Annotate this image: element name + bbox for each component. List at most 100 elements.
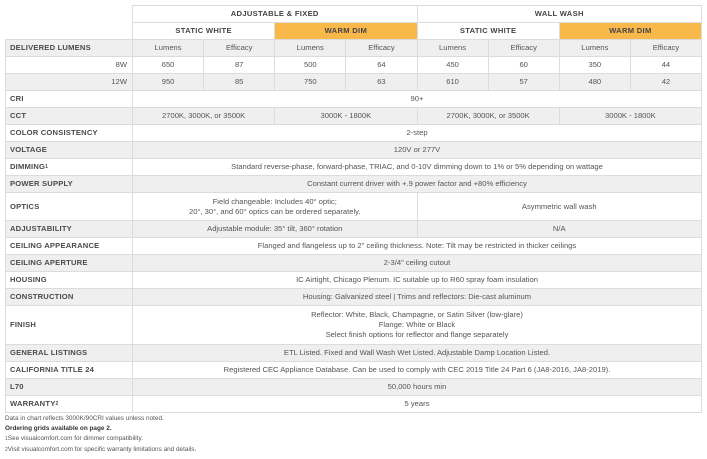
footnote-1: 1See visualcomfort.com for dimmer compat… bbox=[5, 434, 196, 444]
row-label: CALIFORNIA TITLE 24 bbox=[5, 361, 133, 379]
construction-value: Housing: Galvanized steel | Trims and re… bbox=[132, 288, 702, 306]
footnote-text: See visualcomfort.com for dimmer compati… bbox=[7, 435, 143, 443]
footnote-2: 2Visit visualcomfort.com for specific wa… bbox=[5, 445, 196, 455]
optics-line: 20°, 30°, and 60° optics can be ordered … bbox=[188, 206, 361, 216]
footnote-mark: 1 bbox=[45, 164, 49, 170]
row-label: WARRANTY2 bbox=[5, 395, 133, 413]
row-label: FINISH bbox=[5, 305, 133, 345]
row-label: DIMMING1 bbox=[5, 158, 133, 176]
value-cell: 60 bbox=[487, 56, 560, 74]
group-adjustable-fixed: ADJUSTABLE & FIXED bbox=[132, 5, 418, 23]
warranty-value: 5 years bbox=[132, 395, 702, 413]
col-lumens: Lumens bbox=[274, 39, 347, 57]
footnote-mark: 1 bbox=[5, 436, 8, 443]
lumens-row-8w: 8W 650 87 500 64 450 60 350 44 bbox=[5, 56, 703, 74]
adjustable-warm-dim: WARM DIM bbox=[274, 22, 418, 40]
row-label: CCT bbox=[5, 107, 133, 125]
finish-line: Select finish options for reflector and … bbox=[325, 330, 509, 339]
value-cell: 450 bbox=[416, 56, 489, 74]
cri-row: CRI 90+ bbox=[5, 90, 702, 108]
finish-value: Reflector: White, Black, Champagne, or S… bbox=[132, 305, 702, 345]
cct-row: CCT 2700K, 3000K, or 3500K 3000K - 1800K… bbox=[5, 107, 703, 125]
value-cell: 750 bbox=[274, 73, 347, 91]
row-label: GENERAL LISTINGS bbox=[5, 344, 133, 362]
wattage: 12W bbox=[5, 73, 133, 91]
general-listings-row: GENERAL LISTINGS ETL Listed. Fixed and W… bbox=[5, 344, 702, 362]
row-label: POWER SUPPLY bbox=[5, 175, 133, 193]
cct-wallwash-static: 2700K, 3000K, or 3500K bbox=[416, 107, 560, 125]
row-label: CEILING APERTURE bbox=[5, 254, 133, 272]
finish-line: Reflector: White, Black, Champagne, or S… bbox=[311, 310, 523, 319]
adjustability-wallwash: N/A bbox=[416, 220, 702, 238]
delivered-lumens-row: DELIVERED LUMENS Lumens Efficacy Lumens … bbox=[5, 39, 703, 57]
wallwash-static-white: STATIC WHITE bbox=[416, 22, 560, 40]
value-cell: 44 bbox=[629, 56, 703, 74]
footnotes: Data in chart reflects 3000K/90CRI value… bbox=[5, 414, 196, 455]
value-cell: 42 bbox=[629, 73, 703, 91]
voltage-value: 120V or 277V bbox=[132, 141, 702, 159]
col-lumens: Lumens bbox=[416, 39, 489, 57]
footnote-mark: 2 bbox=[55, 401, 59, 407]
value-cell: 650 bbox=[131, 56, 205, 74]
col-efficacy: Efficacy bbox=[487, 39, 560, 57]
row-label: DELIVERED LUMENS bbox=[5, 39, 133, 57]
ceiling-appearance-value: Flanged and flangeless up to 2" ceiling … bbox=[132, 237, 702, 255]
ceiling-aperture-row: CEILING APERTURE 2-3/4" ceiling cutout bbox=[5, 254, 702, 272]
row-label: HOUSING bbox=[5, 271, 133, 289]
value-cell: 87 bbox=[203, 56, 276, 74]
row-label: OPTICS bbox=[5, 192, 133, 221]
color-consistency-row: COLOR CONSISTENCY 2-step bbox=[5, 124, 702, 142]
l70-row: L70 50,000 hours min bbox=[5, 378, 702, 396]
col-efficacy: Efficacy bbox=[203, 39, 276, 57]
cct-adjustable-warm: 3000K - 1800K bbox=[274, 107, 418, 125]
value-cell: 480 bbox=[558, 73, 631, 91]
california-title-24-row: CALIFORNIA TITLE 24 Registered CEC Appli… bbox=[5, 361, 702, 379]
cct-wallwash-warm: 3000K - 1800K bbox=[558, 107, 703, 125]
wallwash-warm-dim: WARM DIM bbox=[558, 22, 703, 40]
adjustable-static-white: STATIC WHITE bbox=[131, 22, 276, 40]
general-listings-value: ETL Listed. Fixed and Wall Wash Wet List… bbox=[132, 344, 702, 362]
col-lumens: Lumens bbox=[558, 39, 631, 57]
dimming-label: DIMMING bbox=[10, 162, 46, 171]
lumens-row-12w: 12W 950 85 750 63 610 57 480 42 bbox=[5, 73, 703, 91]
ceiling-appearance-row: CEILING APPEARANCE Flanged and flangeles… bbox=[5, 237, 702, 255]
finish-line: Flange: White or Black bbox=[378, 320, 456, 329]
optics-wallwash: Asymmetric wall wash bbox=[416, 192, 702, 221]
ceiling-aperture-value: 2-3/4" ceiling cutout bbox=[132, 254, 702, 272]
housing-value: IC Airtight, Chicago Plenum. IC suitable… bbox=[132, 271, 702, 289]
power-supply-value: Constant current driver with +.9 power f… bbox=[132, 175, 702, 193]
housing-row: HOUSING IC Airtight, Chicago Plenum. IC … bbox=[5, 271, 702, 289]
adjustability-adjustable: Adjustable module: 35° tilt, 360° rotati… bbox=[132, 220, 418, 238]
value-cell: 64 bbox=[345, 56, 418, 74]
row-label: ADJUSTABILITY bbox=[5, 220, 133, 238]
dimming-row: DIMMING1 Standard reverse-phase, forward… bbox=[5, 158, 702, 176]
value-cell: 610 bbox=[416, 73, 489, 91]
col-lumens: Lumens bbox=[131, 39, 205, 57]
value-cell: 500 bbox=[274, 56, 347, 74]
power-supply-row: POWER SUPPLY Constant current driver wit… bbox=[5, 175, 702, 193]
optics-adjustable: Field changeable: Includes 40° optic; 20°… bbox=[132, 192, 418, 221]
wattage: 8W bbox=[5, 56, 133, 74]
voltage-row: VOLTAGE 120V or 277V bbox=[5, 141, 702, 159]
cct-adjustable-static: 2700K, 3000K, or 3500K bbox=[131, 107, 276, 125]
value-cell: 57 bbox=[487, 73, 560, 91]
row-label: CEILING APPEARANCE bbox=[5, 237, 133, 255]
l70-value: 50,000 hours min bbox=[132, 378, 702, 396]
dimming-value: Standard reverse-phase, forward-phase, T… bbox=[132, 158, 702, 176]
optics-line: Field changeable: Includes 40° optic; bbox=[212, 196, 337, 206]
warranty-label: WARRANTY bbox=[10, 399, 56, 408]
data-note: Data in chart reflects 3000K/90CRI value… bbox=[5, 415, 164, 422]
adjustability-row: ADJUSTABILITY Adjustable module: 35° til… bbox=[5, 220, 702, 238]
footnote-mark: 2 bbox=[5, 446, 8, 453]
row-label: COLOR CONSISTENCY bbox=[5, 124, 133, 142]
row-label: VOLTAGE bbox=[5, 141, 133, 159]
col-efficacy: Efficacy bbox=[345, 39, 418, 57]
row-label: L70 bbox=[5, 378, 133, 396]
col-efficacy: Efficacy bbox=[629, 39, 703, 57]
cri-value: 90+ bbox=[132, 90, 702, 108]
spec-table: ADJUSTABLE & FIXED WALL WASH STATIC WHIT… bbox=[5, 5, 703, 413]
warranty-row: WARRANTY2 5 years bbox=[5, 395, 702, 413]
row-label: CONSTRUCTION bbox=[5, 288, 133, 306]
value-cell: 350 bbox=[558, 56, 631, 74]
optics-row: OPTICS Field changeable: Includes 40° op… bbox=[5, 192, 702, 221]
